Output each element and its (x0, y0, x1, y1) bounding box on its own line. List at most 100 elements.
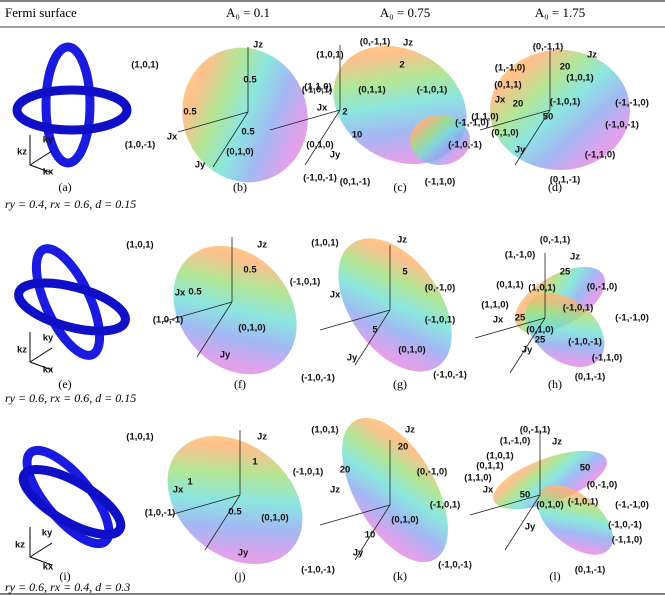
annotation: (1,0,1) (311, 425, 338, 436)
axis (354, 504, 391, 561)
torus (14, 278, 130, 336)
annotation: Jx (483, 485, 494, 496)
annotation: ky (43, 135, 54, 146)
annotation: 50 (543, 112, 554, 123)
column-header: Fermi surface (5, 5, 77, 20)
annotation: Jz (552, 437, 562, 448)
annotation: Jy (525, 522, 536, 533)
annotation: Jx (173, 485, 184, 496)
annotation: (-1,0,1) (563, 303, 594, 314)
annotation: kx (43, 167, 54, 178)
annotation: 2 (342, 107, 347, 118)
annotation: (-1,0,1) (550, 97, 581, 108)
axis (509, 317, 546, 374)
annotation: Jz (330, 485, 340, 496)
axis (319, 309, 391, 331)
annotation: (0,-1,1) (533, 42, 564, 53)
axis (29, 542, 53, 558)
panel-label: (k) (393, 569, 407, 583)
torus (31, 244, 105, 360)
annotation: Jx (493, 315, 504, 326)
axis (269, 109, 341, 131)
panel-label: (g) (393, 377, 407, 391)
surface (493, 450, 607, 510)
column-header: A₀ = 1.75 (535, 5, 586, 20)
annotation: (-1,0,-1) (303, 173, 337, 184)
annotation: (0,1,0) (491, 128, 518, 139)
annotation: (-1,0,1) (417, 85, 448, 96)
panel-label: (e) (58, 377, 71, 391)
axis (29, 556, 53, 566)
annotation: Jz (257, 432, 267, 443)
annotation: (-1,1,0) (612, 535, 643, 546)
panel-label: (j) (234, 569, 245, 583)
row-caption: ry = 0.4, rx = 0.6, d = 0.15 (5, 197, 136, 211)
annotation: Jx (330, 290, 341, 301)
annotation: (0,1,0) (238, 323, 265, 334)
annotation: Jz (397, 235, 407, 246)
annotation: (0,-1,1) (540, 235, 571, 246)
annotation: (0,-1,1) (520, 425, 551, 436)
annotation: Jz (570, 252, 580, 263)
annotation: (1,0,-1) (145, 508, 176, 519)
annotation: Jx (495, 95, 506, 106)
annotation: (-1,1,0) (425, 177, 456, 188)
annotation: (-1,0,-1) (301, 565, 335, 576)
surface (338, 238, 452, 372)
annotation: Jz (587, 50, 597, 61)
annotation: (-1,0,1) (568, 497, 599, 508)
annotation: (0,1,1) (496, 280, 523, 291)
annotation: 50 (520, 490, 531, 501)
axis (479, 109, 551, 131)
annotation: Jy (515, 145, 526, 156)
axis (177, 111, 249, 133)
annotation: 10 (352, 130, 363, 141)
annotation: (-1,1,0) (592, 353, 623, 364)
annotation: (0,1,1) (476, 461, 503, 472)
axis (196, 301, 233, 358)
annotation: (-1,-1,0) (615, 500, 649, 511)
annotation: 0.5 (243, 75, 257, 86)
panel-label: (c) (393, 180, 406, 194)
annotation: Jy (522, 345, 533, 356)
annotation: (1,0,-1) (125, 140, 156, 151)
annotation: (0,1,-1) (340, 177, 371, 188)
axis (29, 361, 53, 371)
surface (536, 485, 614, 555)
annotation: (1,-1,0) (500, 436, 531, 447)
surface (410, 115, 470, 165)
annotation: (-1,0,1) (290, 277, 321, 288)
annotation: 25 (515, 313, 526, 324)
axis (469, 494, 541, 516)
annotation: (1,0,-1) (153, 315, 184, 326)
annotation: (-1,0,-1) (605, 120, 639, 131)
surface (490, 50, 630, 170)
panel-label: (h) (548, 377, 562, 391)
column-header: A₀ = 0.75 (380, 5, 431, 20)
annotation: (-1,-1,0) (455, 118, 489, 129)
annotation: Jx (317, 103, 328, 114)
annotation: (1,1,0) (481, 300, 508, 311)
annotation: (1,0,1) (126, 240, 153, 251)
annotation: 20 (513, 99, 524, 110)
axis (29, 164, 53, 174)
annotation: (0,-1,0) (587, 282, 618, 293)
annotation: Jy (220, 350, 231, 361)
annotation: 0.5 (243, 265, 257, 276)
annotation: 50 (580, 463, 591, 474)
annotation: kz (17, 147, 27, 158)
annotation: Jy (238, 548, 249, 559)
surface (333, 45, 467, 165)
annotation: ky (43, 333, 54, 344)
annotation: ky (42, 528, 53, 539)
annotation: Jy (353, 548, 364, 559)
annotation: (-1,0,-1) (301, 373, 335, 384)
annotation: 25 (535, 335, 546, 346)
annotation: (-1,0,-1) (568, 337, 602, 348)
annotation: kx (43, 562, 54, 573)
annotation: (0,-1,0) (417, 467, 448, 478)
annotation: (-1,0,-1) (448, 140, 482, 151)
panel-label: (b) (233, 180, 247, 194)
surface (173, 245, 297, 375)
